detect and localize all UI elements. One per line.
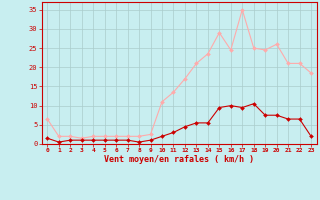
X-axis label: Vent moyen/en rafales ( km/h ): Vent moyen/en rafales ( km/h ) xyxy=(104,155,254,164)
